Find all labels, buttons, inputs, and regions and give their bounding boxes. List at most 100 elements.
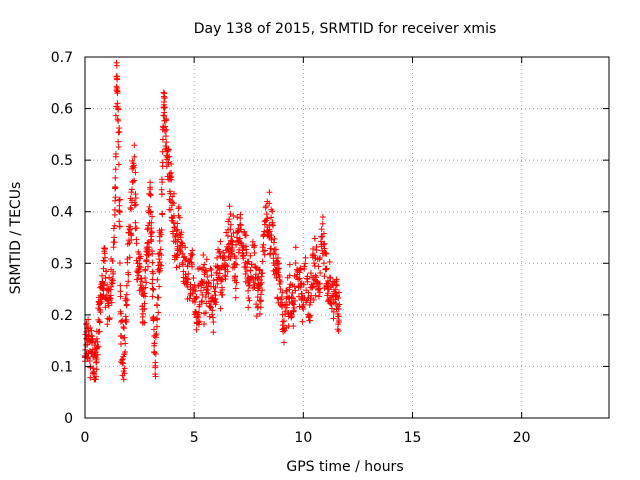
y-tick-labels: 0 0.1 0.2 0.3 0.4 0.5 0.6 0.7 <box>51 50 73 427</box>
data-point <box>108 283 115 290</box>
data-point <box>102 275 109 282</box>
data-point <box>204 287 211 294</box>
data-point <box>258 279 265 286</box>
data-point <box>145 251 152 258</box>
data-point <box>123 318 130 325</box>
data-point <box>160 112 167 119</box>
data-point <box>297 266 304 273</box>
data-point <box>139 278 146 285</box>
data-point <box>176 263 183 270</box>
data-point <box>328 305 335 312</box>
data-point <box>120 324 127 331</box>
data-point <box>113 62 120 69</box>
data-point <box>120 360 127 367</box>
data-point <box>250 285 257 292</box>
data-point <box>148 219 155 226</box>
data-point <box>193 326 200 333</box>
data-point <box>302 254 309 261</box>
data-point <box>289 289 296 296</box>
data-point <box>116 196 123 203</box>
data-point <box>266 228 273 235</box>
data-point <box>182 271 189 278</box>
data-point <box>126 226 133 233</box>
data-point <box>322 266 329 273</box>
data-point <box>270 222 277 229</box>
data-point <box>93 356 100 363</box>
data-point <box>141 306 148 313</box>
data-point <box>335 294 342 301</box>
data-point <box>166 170 173 177</box>
data-point <box>120 376 127 383</box>
data-point <box>132 169 139 176</box>
data-point <box>259 270 266 277</box>
data-point <box>91 350 98 357</box>
data-point <box>147 192 154 199</box>
data-point <box>235 225 242 232</box>
data-point <box>311 260 318 267</box>
data-point <box>100 282 107 289</box>
y-tick-label: 0.6 <box>51 102 73 118</box>
data-point <box>97 309 104 316</box>
data-point <box>275 260 282 267</box>
data-point <box>111 222 118 229</box>
x-tick-label: 15 <box>404 430 422 446</box>
data-point <box>272 251 279 258</box>
data-point <box>159 136 166 143</box>
data-point <box>111 239 118 246</box>
data-point <box>112 150 119 157</box>
data-point <box>163 126 170 133</box>
data-point <box>321 245 328 252</box>
data-point <box>147 230 154 237</box>
data-point <box>233 261 240 268</box>
data-point <box>330 315 337 322</box>
data-point <box>159 159 166 166</box>
data-point <box>178 229 185 236</box>
data-point <box>149 250 156 257</box>
data-point <box>205 280 212 287</box>
data-point <box>261 251 268 258</box>
data-point <box>146 203 153 210</box>
data-point <box>207 304 214 311</box>
data-point <box>291 304 298 311</box>
data-point <box>245 304 252 311</box>
data-point <box>241 228 248 235</box>
data-point <box>216 270 223 277</box>
data-point <box>279 322 286 329</box>
data-point <box>253 313 260 320</box>
data-point <box>107 286 114 293</box>
data-point <box>179 250 186 257</box>
data-point <box>125 271 132 278</box>
grid-lines <box>85 57 609 418</box>
data-point <box>298 290 305 297</box>
data-point <box>161 98 168 105</box>
data-point <box>291 297 298 304</box>
data-point <box>243 249 250 256</box>
data-point <box>188 252 195 259</box>
data-point <box>145 239 152 246</box>
data-point <box>147 179 154 186</box>
data-point <box>264 215 271 222</box>
data-point <box>88 327 95 334</box>
data-point <box>156 237 163 244</box>
data-point <box>237 239 244 246</box>
data-point <box>134 276 141 283</box>
data-point <box>201 321 208 328</box>
data-point <box>132 219 139 226</box>
data-point <box>288 313 295 320</box>
data-point <box>170 219 177 226</box>
data-point <box>147 209 154 216</box>
data-point <box>319 220 326 227</box>
data-point <box>112 112 119 119</box>
data-point <box>117 310 124 317</box>
data-point <box>183 275 190 282</box>
data-point <box>107 292 114 299</box>
data-point <box>219 276 226 283</box>
data-point <box>216 248 223 255</box>
data-point <box>195 321 202 328</box>
data-point <box>115 117 122 124</box>
data-point <box>157 246 164 253</box>
data-point <box>327 274 334 281</box>
data-point <box>299 318 306 325</box>
data-point <box>202 309 209 316</box>
data-point <box>232 273 239 280</box>
